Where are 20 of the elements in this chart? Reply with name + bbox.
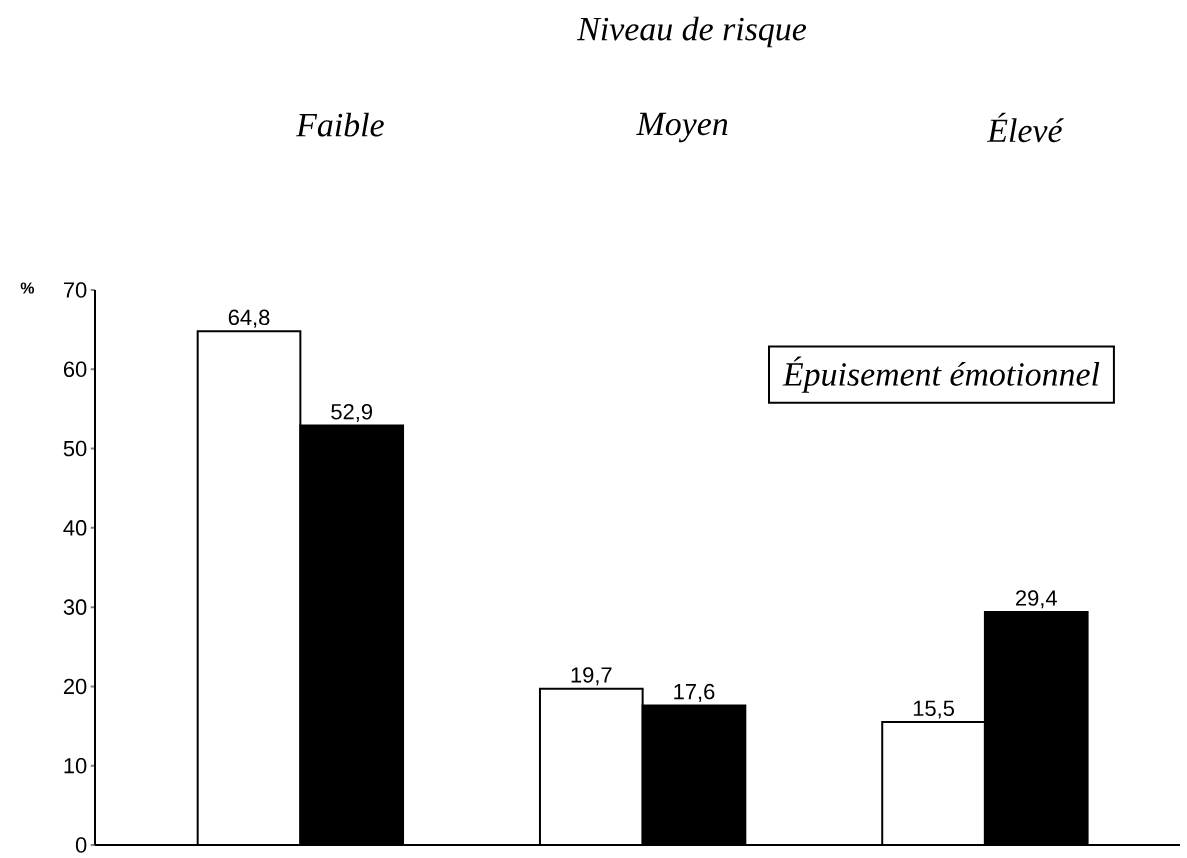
data-label: 52,9 — [331, 403, 372, 423]
y-tick-label: 70 — [63, 282, 87, 298]
x-tick-label: Élevé — [986, 112, 1064, 143]
y-tick-label: 10 — [64, 757, 87, 774]
y-tick-label: 60 — [63, 361, 87, 378]
data-label: 19,7 — [571, 667, 612, 686]
data-label: 15,5 — [913, 700, 954, 719]
y-tick-label: 0 — [75, 837, 87, 853]
annotation: Épuisement émotionnel — [782, 356, 1100, 393]
chart-title: Niveau de risque — [576, 16, 807, 48]
x-tick-label: Moyen — [636, 112, 728, 143]
y-tick-label: 50 — [63, 440, 87, 457]
y-axis-title: % — [20, 282, 35, 294]
data-label: 64,8 — [228, 309, 270, 328]
data-label: 29,4 — [1016, 590, 1057, 609]
x-tick-label: Faible — [295, 112, 384, 137]
y-tick-label: 40 — [63, 520, 87, 536]
y-tick-label: 30 — [63, 599, 87, 615]
y-tick-label: 20 — [63, 678, 87, 695]
data-label: 17,6 — [674, 683, 715, 702]
